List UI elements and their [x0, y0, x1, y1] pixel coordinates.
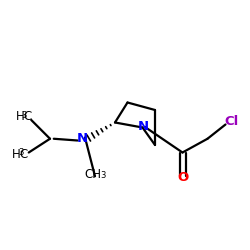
Text: H: H — [12, 148, 20, 161]
Text: H: H — [16, 110, 24, 123]
Text: 3: 3 — [22, 110, 27, 120]
Text: 3: 3 — [18, 148, 23, 157]
Text: C: C — [20, 148, 28, 161]
Text: N: N — [76, 132, 88, 145]
Text: CH: CH — [84, 168, 101, 181]
Text: N: N — [138, 120, 149, 133]
Text: O: O — [178, 171, 189, 184]
Text: C: C — [24, 110, 32, 123]
Text: Cl: Cl — [224, 115, 238, 128]
Text: 3: 3 — [100, 171, 106, 180]
